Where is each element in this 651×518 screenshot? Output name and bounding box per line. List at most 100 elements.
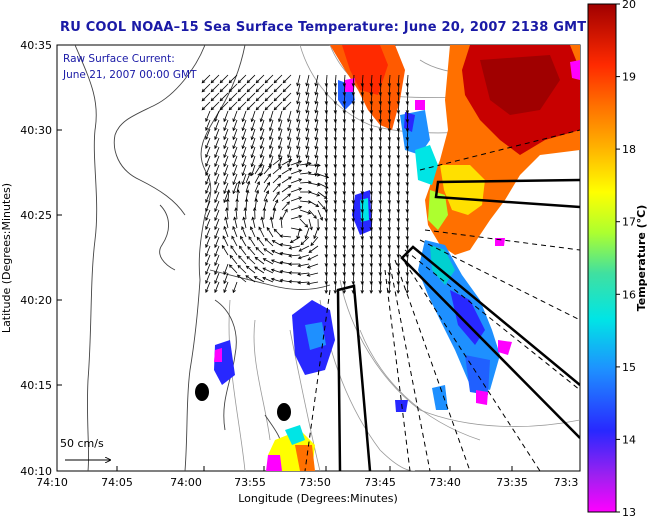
current-vector (370, 164, 373, 177)
current-vector-head (296, 91, 300, 96)
current-vector-head (225, 207, 229, 212)
current-vector (343, 119, 346, 132)
current-vector-head (268, 118, 273, 123)
current-vector (334, 128, 337, 141)
current-vector (388, 146, 391, 159)
current-vector (232, 182, 238, 194)
current-vector (406, 74, 409, 87)
current-vector (235, 208, 238, 220)
current-vector (361, 128, 364, 141)
surface-current-arrows (201, 74, 410, 294)
current-vector (370, 83, 373, 96)
current-vector-head (214, 271, 218, 276)
current-vector (228, 83, 238, 93)
current-vector-head (310, 242, 314, 247)
current-vector (352, 155, 355, 168)
current-vector-head (287, 163, 291, 168)
current-vector (232, 146, 238, 158)
current-vector (205, 164, 211, 176)
current-vector (352, 128, 355, 141)
current-vector-head (210, 97, 215, 102)
current-vector-head (307, 211, 312, 215)
current-vector (397, 182, 400, 195)
current-vector (260, 119, 265, 131)
current-vector-head (249, 226, 254, 230)
current-vector (273, 101, 283, 111)
current-vector (246, 83, 256, 93)
current-vector (406, 128, 409, 141)
current-vector (205, 236, 211, 248)
current-vector (361, 281, 364, 294)
current-vector (379, 110, 382, 123)
current-vector-head (244, 198, 249, 202)
current-vector (205, 128, 211, 140)
current-vector (214, 155, 220, 167)
current-vector-head (250, 136, 255, 141)
current-vector-head (205, 163, 209, 167)
current-vector-head (405, 290, 410, 294)
current-vector (269, 110, 274, 122)
current-vector-head (278, 127, 282, 132)
current-vector (361, 245, 364, 258)
current-vector-head (279, 260, 284, 265)
current-vector (315, 92, 319, 104)
current-vector (255, 83, 265, 93)
current-vector (214, 209, 220, 221)
current-vector (205, 182, 211, 194)
current-vector (352, 272, 355, 285)
current-vector-head (269, 216, 274, 221)
current-vector (397, 146, 400, 159)
current-vector (278, 119, 283, 131)
current-vector-head (279, 242, 284, 247)
current-vector (370, 74, 373, 87)
current-vector (352, 164, 355, 177)
current-vector-head (245, 189, 250, 194)
current-vector-head (223, 271, 227, 276)
current-vector (325, 83, 328, 96)
current-vector (214, 146, 220, 158)
current-vector (269, 137, 274, 149)
current-vector (343, 236, 346, 249)
current-vector (343, 209, 346, 222)
current-vector-head (270, 277, 275, 282)
current-vector-head (250, 118, 255, 123)
current-vector-head (271, 240, 276, 244)
current-vector-head (221, 244, 226, 249)
current-vector (308, 191, 320, 196)
current-vector-head (231, 235, 235, 240)
current-vector-head (223, 172, 227, 177)
current-vector (219, 83, 229, 93)
current-vector (406, 92, 409, 105)
current-vector (397, 155, 400, 168)
current-vector-head (256, 236, 261, 241)
current-vector-head (396, 290, 401, 294)
current-vector (223, 119, 229, 131)
current-vector (313, 227, 319, 239)
current-vector (397, 92, 400, 105)
current-vector (205, 191, 211, 203)
current-vector (232, 226, 238, 238)
current-vector (406, 101, 409, 114)
current-vector-head (241, 127, 245, 132)
current-vector (205, 263, 211, 275)
current-vector (334, 101, 337, 114)
current-vector-head (205, 190, 209, 194)
current-vector (261, 217, 265, 229)
current-vector (210, 101, 220, 111)
current-vector (287, 137, 292, 149)
current-vector-head (273, 88, 278, 93)
current-vector (388, 110, 391, 123)
current-vector (379, 254, 382, 267)
current-vector-head (241, 118, 245, 123)
current-vector (315, 110, 319, 122)
current-vector-head (305, 154, 309, 159)
current-vector (251, 110, 256, 122)
current-vector-head (284, 208, 288, 213)
current-vector-head (214, 226, 218, 231)
current-vector (210, 83, 220, 93)
current-vector (325, 164, 328, 177)
current-vector-head (214, 154, 218, 159)
current-vector-head (296, 136, 300, 141)
current-vector (379, 209, 382, 222)
current-vector-head (247, 246, 251, 250)
